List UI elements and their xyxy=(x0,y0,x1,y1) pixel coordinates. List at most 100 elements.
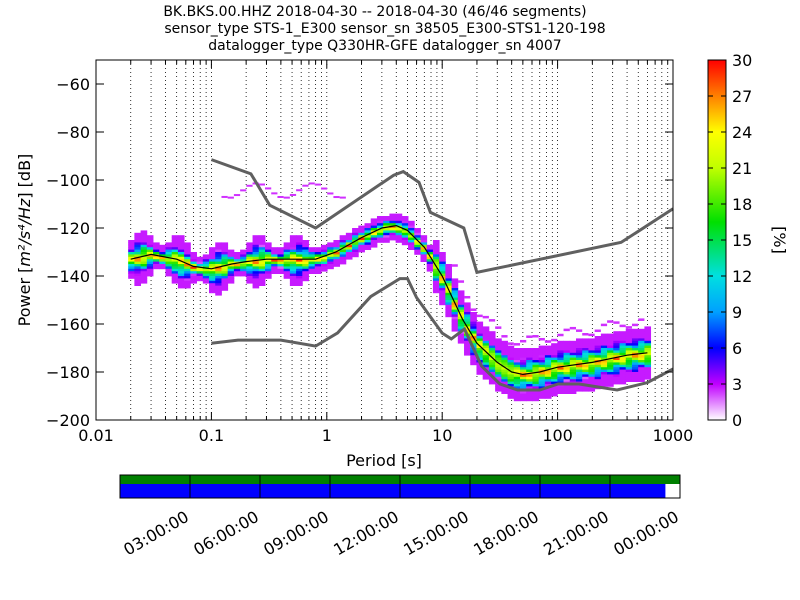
heatmap-cell xyxy=(246,276,253,279)
heatmap-cell xyxy=(345,232,353,236)
heatmap-cell xyxy=(451,319,459,322)
heatmap-cell xyxy=(470,357,477,361)
heatmap-cell xyxy=(140,252,148,255)
heatmap-cell xyxy=(221,276,229,279)
heatmap-cell xyxy=(296,276,303,279)
heatmap-cell xyxy=(426,249,434,253)
heatmap-cell xyxy=(389,228,397,231)
heatmap-cell xyxy=(358,240,365,243)
heatmap-cell xyxy=(258,271,266,274)
heatmap-cell xyxy=(352,232,359,236)
heatmap-cell xyxy=(289,249,297,253)
heatmap-cell xyxy=(513,391,521,394)
heatmap-cell xyxy=(451,264,458,267)
heatmap-cell xyxy=(364,247,372,250)
heatmap-cell xyxy=(153,256,160,260)
heatmap-cell xyxy=(389,225,397,229)
heatmap-cell xyxy=(644,338,652,342)
heatmap-cell xyxy=(644,348,652,351)
heatmap-cell xyxy=(146,242,154,246)
heatmap-cell xyxy=(252,285,260,289)
heatmap-cell xyxy=(631,362,639,366)
heatmap-cell xyxy=(134,264,142,267)
heatmap-cell xyxy=(171,273,179,277)
x-tick-label: 100 xyxy=(542,426,573,445)
heatmap-cell xyxy=(252,240,260,243)
heatmap-cell xyxy=(607,381,614,385)
heatmap-cell xyxy=(644,362,652,366)
heatmap-cell xyxy=(128,244,135,248)
heatmap-cell xyxy=(457,312,465,315)
heatmap-cell xyxy=(638,372,645,375)
plot-frame xyxy=(95,59,674,421)
heatmap-cell xyxy=(389,216,397,219)
heatmap-cell xyxy=(302,259,309,262)
heatmap-cell xyxy=(582,381,589,385)
heatmap-cell xyxy=(557,340,564,344)
heatmap-cell xyxy=(215,290,222,294)
heatmap-cell xyxy=(501,362,508,366)
heatmap-cell xyxy=(488,338,496,342)
heatmap-cell xyxy=(538,372,546,375)
heatmap-cell xyxy=(495,348,502,351)
heatmap-cell xyxy=(432,276,440,279)
heatmap-cell xyxy=(345,254,353,258)
heatmap-cell xyxy=(140,271,148,274)
heatmap-cell xyxy=(544,364,552,368)
heatmap-cell xyxy=(246,268,253,272)
heatmap-cell xyxy=(153,247,160,250)
heatmap-cell xyxy=(383,228,390,231)
heatmap-cell xyxy=(526,398,533,402)
heatmap-cell xyxy=(134,252,142,255)
heatmap-cell xyxy=(345,252,353,255)
heatmap-cell xyxy=(159,252,166,255)
heatmap-cell xyxy=(165,259,173,262)
heatmap-cell xyxy=(607,376,614,380)
heatmap-cell xyxy=(196,261,204,265)
heatmap-cell xyxy=(128,273,135,277)
heatmap-cell xyxy=(501,388,508,392)
heatmap-cell xyxy=(240,256,247,260)
heatmap-cell xyxy=(202,273,210,277)
heatmap-cell xyxy=(544,350,552,354)
heatmap-cell xyxy=(196,276,204,279)
heatmap-cell xyxy=(146,237,154,241)
heatmap-cell xyxy=(177,256,185,260)
heatmap-cell xyxy=(408,237,415,241)
heatmap-cell xyxy=(171,261,179,265)
heatmap-cell xyxy=(631,340,639,344)
heatmap-cell xyxy=(165,264,173,267)
heatmap-cell xyxy=(600,369,608,373)
heatmap-cell xyxy=(613,372,620,375)
heatmap-cell xyxy=(177,280,185,284)
heatmap-cell xyxy=(451,288,459,291)
heatmap-cell xyxy=(258,268,266,272)
heatmap-cell xyxy=(613,340,620,344)
heatmap-cell xyxy=(258,280,266,284)
heatmap-cell xyxy=(513,352,521,356)
heatmap-cell xyxy=(439,297,446,301)
heatmap-cell xyxy=(327,247,334,250)
heatmap-cell xyxy=(588,372,596,375)
heatmap-cell xyxy=(420,256,428,260)
heatmap-cell xyxy=(482,345,490,349)
heatmap-cell xyxy=(625,350,633,354)
heatmap-cell xyxy=(439,268,446,272)
heatmap-cell xyxy=(221,244,229,248)
heatmap-cell xyxy=(327,266,334,270)
heatmap-cell xyxy=(582,364,589,368)
heatmap-cell xyxy=(532,376,540,380)
heatmap-cell xyxy=(196,256,204,260)
heatmap-cell xyxy=(575,350,583,354)
heatmap-cell xyxy=(221,249,229,253)
heatmap-cell xyxy=(314,247,322,250)
heatmap-cell xyxy=(557,357,564,361)
heatmap-cell xyxy=(451,292,459,296)
heatmap-cell xyxy=(327,264,334,267)
heatmap-cell xyxy=(227,273,235,277)
heatmap-cell xyxy=(588,357,596,361)
heatmap-cell xyxy=(221,278,229,282)
heatmap-cell xyxy=(140,268,148,272)
heatmap-cell xyxy=(271,259,278,262)
heatmap-cell xyxy=(215,247,222,250)
